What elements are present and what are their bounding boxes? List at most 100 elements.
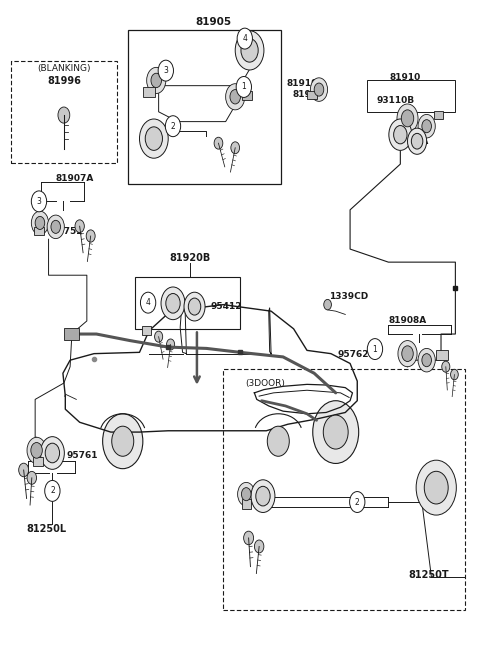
Circle shape [214, 138, 223, 149]
Circle shape [58, 107, 70, 123]
Circle shape [188, 298, 201, 315]
Bar [142, 326, 152, 335]
Circle shape [27, 438, 46, 464]
Circle shape [349, 491, 365, 512]
Circle shape [418, 348, 435, 372]
Text: 81905: 81905 [196, 16, 232, 27]
Circle shape [422, 354, 432, 367]
Circle shape [251, 480, 275, 512]
Text: 2: 2 [50, 487, 55, 495]
Bar [143, 87, 155, 98]
Circle shape [311, 78, 327, 102]
Text: 2: 2 [170, 122, 175, 131]
Circle shape [151, 73, 161, 88]
Text: 1: 1 [241, 83, 246, 92]
Circle shape [75, 220, 84, 233]
Circle shape [402, 346, 413, 362]
Circle shape [267, 426, 289, 457]
Circle shape [394, 126, 407, 144]
Text: 4: 4 [242, 34, 247, 43]
Circle shape [324, 299, 331, 310]
Text: 4: 4 [145, 298, 151, 307]
Circle shape [236, 77, 252, 98]
Circle shape [147, 67, 166, 94]
Circle shape [401, 110, 414, 127]
Bar [307, 90, 317, 99]
Circle shape [161, 287, 185, 320]
Circle shape [323, 415, 348, 449]
Bar [434, 111, 443, 119]
Circle shape [254, 540, 264, 553]
Circle shape [27, 472, 36, 484]
Circle shape [35, 216, 45, 229]
Circle shape [241, 487, 251, 500]
Circle shape [40, 437, 64, 470]
Text: 1: 1 [372, 345, 377, 354]
Text: 81910: 81910 [389, 73, 420, 83]
Circle shape [226, 84, 245, 110]
Text: 95412: 95412 [210, 302, 242, 311]
Text: 95761: 95761 [67, 451, 98, 460]
Circle shape [231, 142, 240, 154]
Text: 81920B: 81920B [169, 253, 210, 263]
Bar [64, 328, 79, 340]
Circle shape [422, 120, 432, 133]
Bar [242, 91, 252, 100]
Circle shape [258, 414, 299, 469]
Text: 81996: 81996 [47, 76, 81, 86]
Circle shape [451, 369, 458, 380]
Circle shape [416, 460, 456, 515]
Circle shape [51, 220, 60, 233]
Text: 95752: 95752 [52, 227, 84, 236]
Circle shape [313, 401, 359, 464]
Text: 81908A: 81908A [388, 316, 427, 326]
Circle shape [184, 292, 205, 321]
Circle shape [235, 31, 264, 70]
FancyBboxPatch shape [223, 369, 465, 610]
Circle shape [367, 339, 383, 360]
Circle shape [166, 293, 180, 313]
Circle shape [31, 211, 48, 234]
Circle shape [314, 83, 324, 96]
Text: 93110B: 93110B [376, 96, 415, 105]
Circle shape [238, 482, 255, 506]
Circle shape [31, 191, 47, 212]
Circle shape [241, 39, 258, 62]
Circle shape [31, 443, 42, 458]
Bar [34, 227, 44, 235]
Bar [436, 350, 448, 360]
Circle shape [86, 230, 95, 242]
Circle shape [155, 331, 163, 342]
FancyBboxPatch shape [128, 30, 281, 183]
Circle shape [244, 531, 253, 545]
Circle shape [424, 472, 448, 504]
Bar [242, 499, 252, 508]
Circle shape [145, 127, 162, 151]
Circle shape [47, 215, 64, 238]
Circle shape [256, 486, 270, 506]
Text: 81250L: 81250L [26, 524, 66, 534]
Circle shape [103, 414, 143, 469]
Text: (3DOOR): (3DOOR) [245, 379, 285, 388]
Circle shape [167, 339, 175, 350]
Text: (BLANKING): (BLANKING) [37, 64, 91, 73]
Circle shape [158, 60, 173, 81]
Circle shape [418, 115, 435, 138]
Circle shape [230, 90, 240, 104]
FancyBboxPatch shape [367, 81, 456, 112]
Circle shape [19, 463, 29, 477]
Circle shape [442, 361, 450, 372]
Circle shape [141, 292, 156, 313]
Text: 81907A: 81907A [56, 174, 94, 183]
Circle shape [45, 443, 60, 463]
Circle shape [398, 341, 417, 367]
FancyBboxPatch shape [11, 62, 117, 163]
Text: 81940A: 81940A [391, 137, 429, 145]
Circle shape [165, 116, 180, 137]
Circle shape [397, 104, 418, 133]
Text: 1339CD: 1339CD [328, 292, 368, 301]
Text: 3: 3 [36, 197, 41, 206]
Text: 2: 2 [355, 498, 360, 506]
Circle shape [389, 119, 412, 151]
Circle shape [140, 119, 168, 159]
